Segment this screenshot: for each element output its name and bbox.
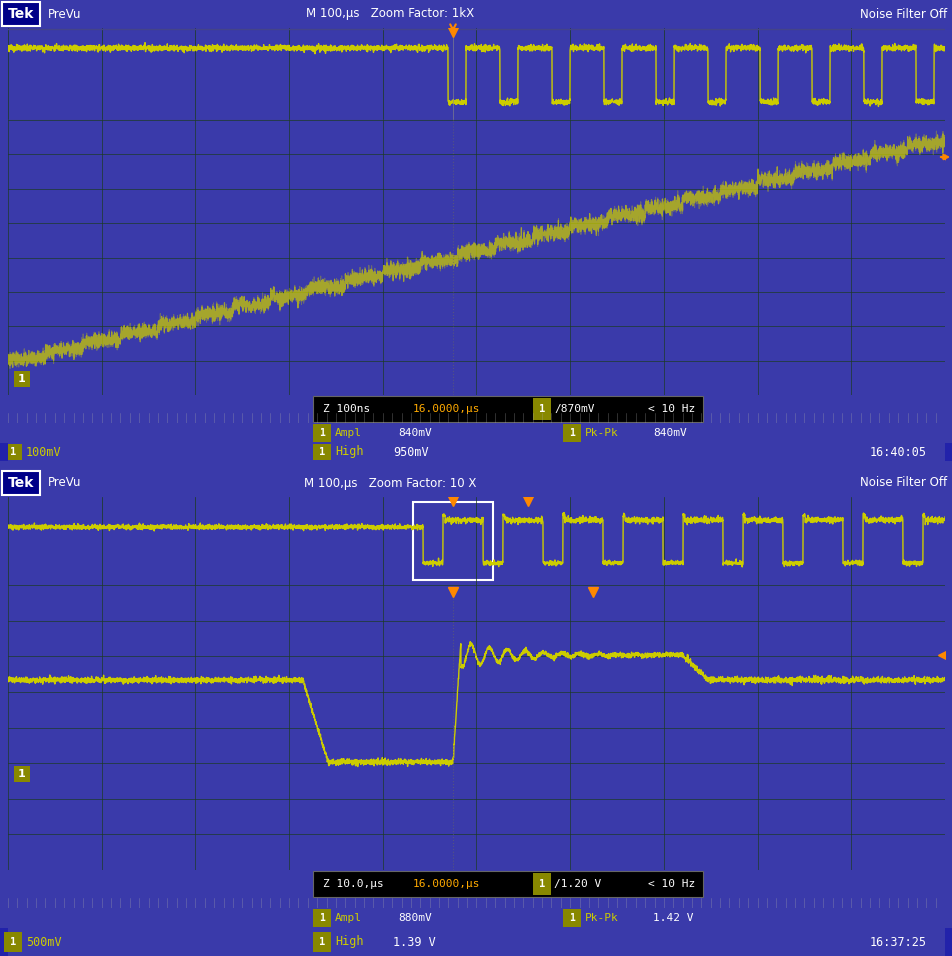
Text: 1.39 V: 1.39 V — [392, 936, 435, 948]
Text: 880mV: 880mV — [398, 913, 431, 923]
Bar — [312, 396, 703, 422]
Text: 1: 1 — [319, 428, 325, 438]
Text: 1: 1 — [568, 913, 574, 923]
Text: High: High — [335, 936, 363, 948]
Text: 500mV: 500mV — [26, 936, 62, 948]
Text: 16.0000,μs: 16.0000,μs — [412, 404, 480, 414]
Text: 1: 1 — [538, 404, 545, 414]
Text: 840mV: 840mV — [398, 428, 431, 438]
Text: PreVu: PreVu — [48, 476, 82, 489]
Text: < 10 Hz: < 10 Hz — [647, 879, 695, 889]
Text: 950mV: 950mV — [392, 445, 428, 459]
Text: 1: 1 — [568, 428, 574, 438]
Bar — [312, 932, 330, 952]
Text: 1: 1 — [18, 374, 26, 384]
Text: Z 100ns: Z 100ns — [323, 404, 370, 414]
Text: 1: 1 — [10, 447, 16, 457]
Text: 1: 1 — [319, 447, 325, 457]
Bar — [14, 371, 30, 387]
Text: Pk-Pk: Pk-Pk — [585, 428, 618, 438]
Text: /870mV: /870mV — [553, 404, 594, 414]
Text: /1.20 V: /1.20 V — [553, 879, 601, 889]
Text: Tek: Tek — [8, 476, 34, 490]
Bar — [312, 909, 330, 927]
Text: M 100,μs   Zoom Factor: 1kX: M 100,μs Zoom Factor: 1kX — [306, 8, 473, 20]
Text: Tek: Tek — [8, 7, 34, 21]
Text: PreVu: PreVu — [48, 8, 82, 20]
Bar — [2, 471, 40, 495]
Text: 1: 1 — [538, 879, 545, 889]
Text: 1: 1 — [319, 937, 325, 947]
Text: < 10 Hz: < 10 Hz — [647, 404, 695, 414]
Bar — [563, 909, 581, 927]
Bar — [312, 871, 703, 897]
Text: 1: 1 — [10, 937, 16, 947]
Bar — [563, 424, 581, 442]
Text: Noise Filter Off: Noise Filter Off — [859, 8, 946, 20]
Text: Noise Filter Off: Noise Filter Off — [859, 476, 946, 489]
Bar — [532, 873, 550, 895]
Text: Z 10.0,μs: Z 10.0,μs — [323, 879, 384, 889]
Text: 16:37:25: 16:37:25 — [869, 936, 926, 948]
Text: 840mV: 840mV — [652, 428, 686, 438]
Text: 1: 1 — [18, 769, 26, 779]
Text: 16:40:05: 16:40:05 — [869, 445, 926, 459]
Text: 1.42 V: 1.42 V — [652, 913, 693, 923]
Text: 100mV: 100mV — [26, 445, 62, 459]
Text: High: High — [335, 445, 363, 459]
Bar — [0, 443, 8, 461]
Text: Pk-Pk: Pk-Pk — [585, 913, 618, 923]
Bar — [4, 932, 22, 952]
Bar — [14, 766, 30, 782]
Text: M 100,μs   Zoom Factor: 10 X: M 100,μs Zoom Factor: 10 X — [304, 476, 476, 489]
Bar — [2, 2, 40, 26]
Text: 1: 1 — [319, 913, 325, 923]
Bar — [0, 928, 8, 956]
Bar — [412, 502, 492, 580]
Bar — [312, 444, 330, 460]
Text: Ampl: Ampl — [335, 913, 362, 923]
Bar — [944, 443, 952, 461]
Text: Ampl: Ampl — [335, 428, 362, 438]
Text: 16.0000,μs: 16.0000,μs — [412, 879, 480, 889]
Bar — [312, 424, 330, 442]
Bar — [532, 398, 550, 420]
Bar — [944, 928, 952, 956]
Bar — [4, 444, 22, 460]
